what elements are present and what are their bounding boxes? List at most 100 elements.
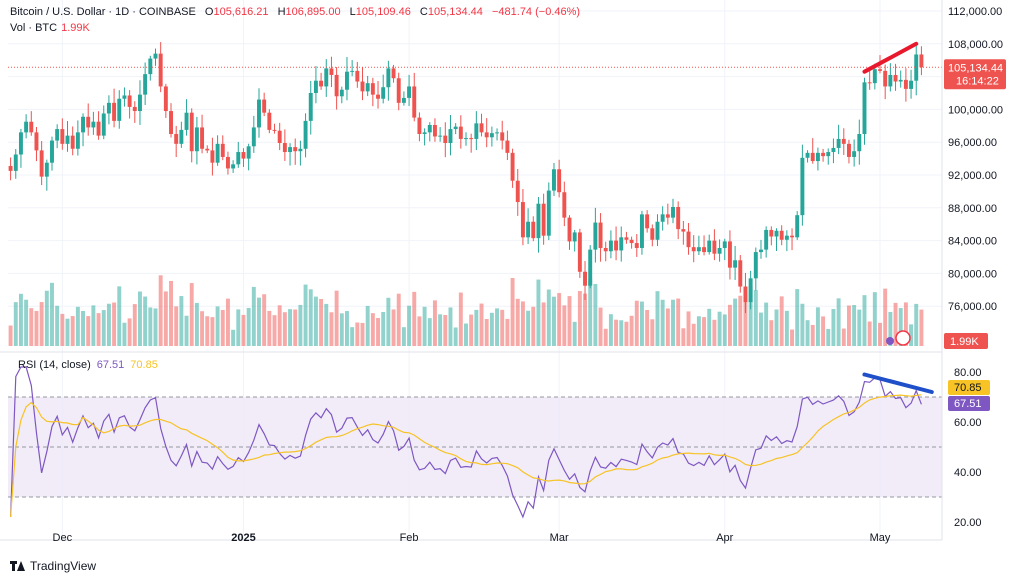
volume-bar: [29, 308, 34, 346]
candle-body: [826, 152, 831, 157]
candle-body: [91, 121, 96, 128]
time-tick-label: Apr: [716, 532, 733, 544]
volume-bar: [298, 304, 303, 346]
candle-body: [365, 83, 370, 92]
candle-body: [350, 70, 355, 72]
candle-body: [634, 243, 639, 248]
candle-body: [743, 286, 748, 303]
volume-bar: [262, 294, 267, 346]
candle-body: [686, 231, 691, 248]
volume-bar: [458, 292, 463, 346]
volume-bar: [469, 314, 474, 346]
candle-body: [293, 147, 298, 152]
candle-body: [583, 271, 587, 286]
candle-body: [319, 80, 324, 87]
volume-bar: [598, 307, 603, 346]
open-value: 105,616.21: [213, 6, 269, 18]
volume-bar: [13, 302, 18, 346]
candle-body: [443, 135, 448, 144]
volume-bar: [236, 309, 241, 346]
volume-bar: [826, 328, 831, 346]
volume-bar: [376, 317, 380, 346]
rsi-badge: [948, 396, 990, 411]
candle-body: [552, 169, 556, 191]
candle-body: [412, 86, 417, 118]
candle-body: [515, 180, 520, 203]
candle-body: [246, 146, 251, 159]
candle-body: [220, 143, 225, 157]
candle-body: [691, 247, 696, 252]
candle-body: [738, 260, 743, 287]
last-price-badge: [944, 59, 1006, 90]
candle-body: [86, 116, 91, 128]
candle-body: [619, 237, 624, 251]
time-tick-label: Dec: [53, 532, 73, 544]
volume-bar: [246, 307, 251, 346]
volume-bar: [34, 310, 39, 346]
volume-bar: [603, 328, 608, 346]
volume-bar: [70, 316, 75, 346]
rsi-tick-label: 40.00: [954, 467, 982, 479]
volume-bar: [443, 315, 448, 346]
volume-bar: [370, 313, 375, 346]
volume-bar: [153, 308, 158, 346]
volume-bar: [764, 302, 769, 346]
rsi-tick-label: 20.00: [954, 517, 982, 529]
candle-body: [733, 260, 738, 268]
candle-body: [712, 240, 717, 254]
candle-body: [671, 206, 675, 218]
volume-bar: [857, 309, 862, 346]
candle-body: [919, 54, 924, 68]
volume-bar: [277, 305, 282, 346]
volume-label[interactable]: Vol · BTC: [10, 22, 58, 34]
volume-bar: [355, 322, 360, 346]
volume-bar: [44, 290, 49, 346]
candle-body: [464, 138, 468, 140]
candle-body: [717, 247, 722, 254]
candle-body: [531, 221, 536, 239]
volume-bar: [572, 321, 577, 346]
volume-bar: [903, 302, 908, 346]
volume-bar: [878, 322, 882, 346]
volume-bar: [520, 301, 525, 346]
volume-bar: [293, 309, 298, 346]
candle-body: [696, 247, 701, 252]
volume-bar: [624, 321, 629, 346]
rsi-band: [0, 351, 942, 498]
volume-bar: [148, 307, 153, 346]
volume-bar: [510, 277, 515, 346]
candle-body: [520, 202, 525, 238]
candle-body: [479, 123, 484, 133]
candle-body: [800, 157, 805, 216]
countdown-text: 16:14:22: [956, 75, 999, 87]
candle-body: [779, 230, 784, 240]
time-axis: Dec 2025 Feb Mar Apr May: [0, 0, 943, 544]
volume-bar: [852, 305, 857, 346]
volume-bar: [784, 310, 789, 346]
candle-body: [639, 214, 644, 248]
rsi-tick-label: 80.00: [954, 367, 982, 379]
volume-bar: [841, 328, 846, 346]
candle-body: [453, 126, 458, 130]
volume-bar: [391, 309, 396, 346]
candle-body: [878, 69, 882, 71]
volume-bar: [702, 317, 707, 346]
symbol-title[interactable]: Bitcoin / U.S. Dollar · 1D · COINBASE: [10, 6, 196, 18]
volume-bar: [909, 324, 914, 346]
volume-bar: [919, 309, 924, 346]
volume-bar: [189, 283, 194, 346]
candle-body: [603, 247, 608, 252]
volume-bar: [727, 304, 732, 346]
volume-bar: [479, 303, 484, 346]
rsi-label[interactable]: RSI (14, close): [18, 359, 91, 371]
candle-body: [112, 102, 117, 121]
volume-bar: [717, 311, 722, 346]
brand-name[interactable]: TradingView: [30, 559, 97, 573]
rsi-ma-value: 70.85: [130, 359, 158, 371]
volume-bar: [671, 299, 675, 346]
candle-body: [432, 124, 437, 137]
volume-bar: [588, 278, 593, 346]
candle-body: [194, 127, 199, 152]
candle-body: [614, 240, 619, 251]
